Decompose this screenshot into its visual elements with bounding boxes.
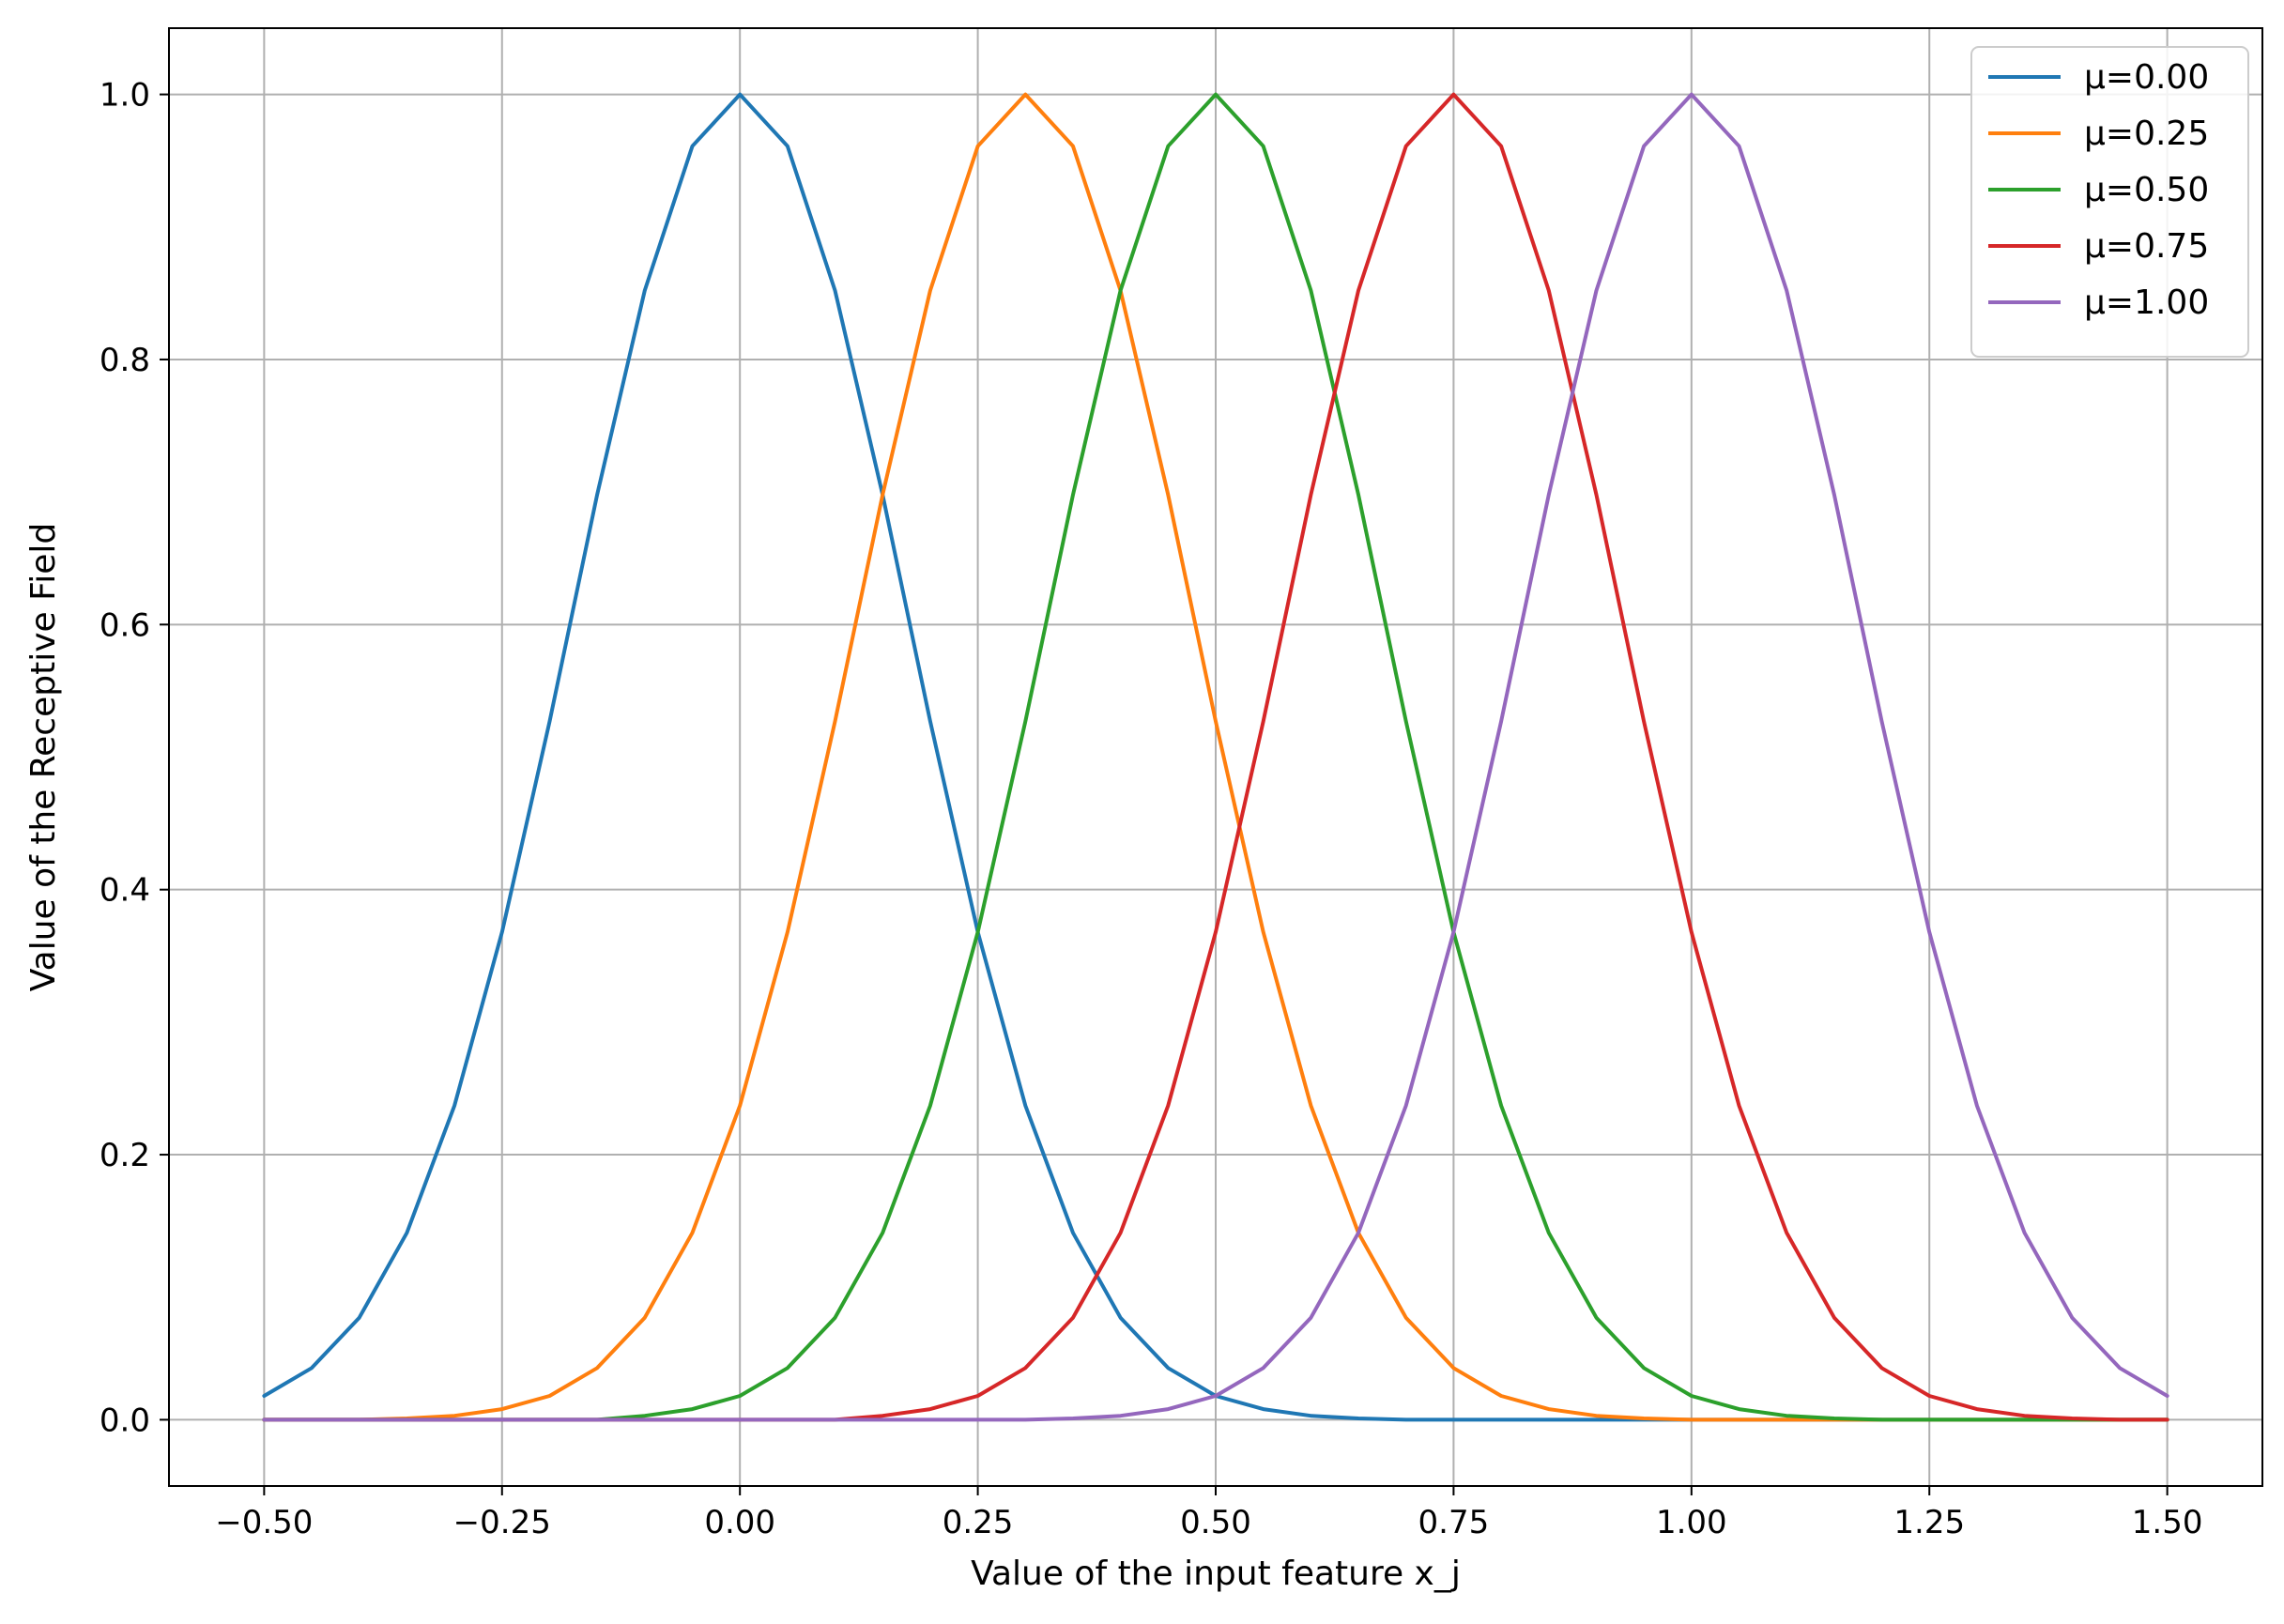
legend: μ=0.00 μ=0.25 μ=0.50 μ=0.75 μ=1.00 <box>1970 46 2249 358</box>
series-lines <box>262 92 2169 1422</box>
x-tick-label: 0.75 <box>1418 1504 1490 1541</box>
x-tick-label: 0.50 <box>1180 1504 1251 1541</box>
x-tick-label: 1.00 <box>1656 1504 1727 1541</box>
y-tick-label: 1.0 <box>100 77 150 115</box>
legend-label-4: μ=1.00 <box>2084 283 2209 322</box>
x-axis-label: Value of the input feature x_j <box>971 1555 1461 1593</box>
legend-box <box>1970 46 2249 358</box>
y-tick-label: 0.8 <box>100 342 150 379</box>
x-tick-label: 0.00 <box>704 1504 775 1541</box>
y-tick-label: 0.0 <box>100 1402 150 1439</box>
y-axis-label: Value of the Receptive Field <box>24 523 63 991</box>
grid <box>169 28 2262 1486</box>
series-line-4 <box>262 92 2169 1422</box>
y-tick-label: 0.4 <box>100 872 150 910</box>
x-tick-label: 1.50 <box>2132 1504 2203 1541</box>
y-tick-label: 0.6 <box>100 606 150 644</box>
y-axis-ticks: 0.0 0.2 0.4 0.6 0.8 1.0 <box>100 77 169 1439</box>
x-axis-ticks: −0.50 −0.25 0.00 0.25 0.50 0.75 1.00 1.25 1.50 <box>215 1486 2202 1541</box>
legend-label-3: μ=0.75 <box>2084 227 2209 266</box>
x-tick-label: −0.25 <box>453 1504 551 1541</box>
x-tick-label: 1.25 <box>1893 1504 1965 1541</box>
legend-label-2: μ=0.50 <box>2084 171 2209 209</box>
x-tick-label: −0.50 <box>215 1504 313 1541</box>
y-tick-label: 0.2 <box>100 1137 150 1174</box>
legend-label-0: μ=0.00 <box>2084 58 2209 97</box>
x-tick-label: 0.25 <box>943 1504 1014 1541</box>
legend-label-1: μ=0.25 <box>2084 115 2209 153</box>
